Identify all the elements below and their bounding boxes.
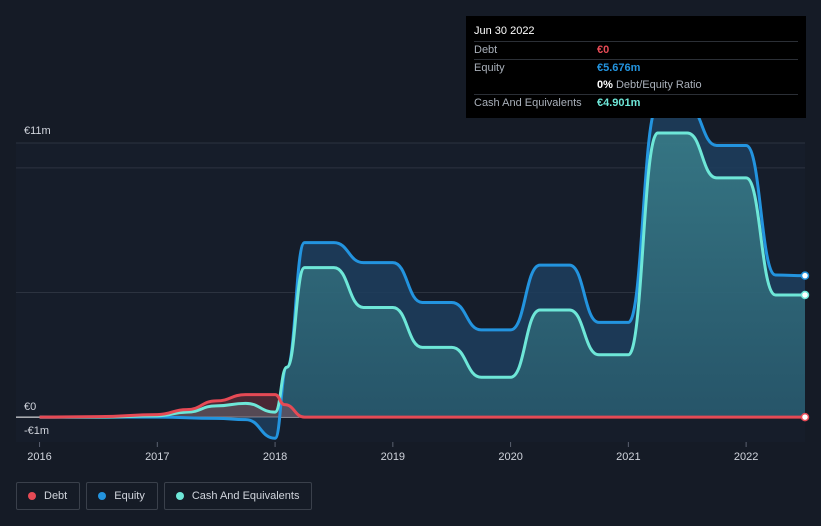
tooltip-row-ratio: 0% Debt/Equity Ratio (474, 77, 798, 94)
x-tick-label: 2019 (381, 451, 405, 463)
tooltip-label: Equity (474, 62, 505, 74)
cash-line (39, 131, 806, 419)
x-axis-ticks: 2016 2017 2018 2019 2020 2021 2022 (27, 442, 758, 463)
legend: Debt Equity Cash And Equivalents (16, 482, 313, 510)
equity-dot-icon (98, 492, 107, 500)
x-tick-label: 2018 (263, 451, 287, 463)
x-tick-label: 2017 (145, 451, 169, 463)
x-tick-label: 2022 (734, 451, 758, 463)
cash-dot-icon (175, 492, 184, 500)
legend-item-cash[interactable]: Cash And Equivalents (163, 482, 313, 510)
tooltip-value: 0% Debt/Equity Ratio (597, 77, 702, 94)
tooltip-label: Cash And Equivalents (474, 97, 582, 109)
tooltip-label (474, 77, 597, 94)
legend-item-equity[interactable]: Equity (86, 482, 158, 510)
y-tick-zero: €0 (24, 401, 37, 413)
legend-label: Equity (114, 490, 145, 502)
tooltip-panel: Jun 30 2022 Debt €0 Equity €5.676m 0% De… (466, 16, 806, 118)
legend-label: Cash And Equivalents (191, 490, 300, 502)
y-tick-min: -€1m (24, 425, 50, 437)
tooltip-label: Debt (474, 44, 498, 56)
tooltip-value: €0 (597, 44, 610, 56)
tooltip-value: €5.676m (597, 62, 641, 74)
x-tick-label: 2016 (27, 451, 51, 463)
equity-endpoint (800, 271, 810, 280)
x-tick-label: 2020 (498, 451, 522, 463)
x-tick-label: 2021 (616, 451, 640, 463)
ratio-label: Debt/Equity Ratio (615, 79, 702, 91)
cash-area (39, 133, 805, 418)
debt-area (39, 394, 805, 418)
ratio-value: 0% (597, 79, 613, 91)
debt-line (39, 393, 805, 419)
debt-endpoint (800, 412, 810, 422)
cash-endpoint (800, 290, 810, 300)
series-endpoints (800, 271, 810, 422)
tooltip-date: Jun 30 2022 (474, 25, 535, 37)
debt-dot-icon (28, 492, 36, 500)
tooltip-value: €4.901m (597, 97, 641, 109)
y-tick-max: €11m (24, 125, 51, 137)
tooltip-row-cash: Cash And Equivalents €4.901m (474, 94, 798, 112)
tooltip-row-debt: Debt €0 (474, 41, 798, 59)
legend-label: Debt (44, 490, 68, 502)
tooltip-row-equity: Equity €5.676m (474, 59, 798, 77)
legend-item-debt[interactable]: Debt (16, 482, 81, 510)
